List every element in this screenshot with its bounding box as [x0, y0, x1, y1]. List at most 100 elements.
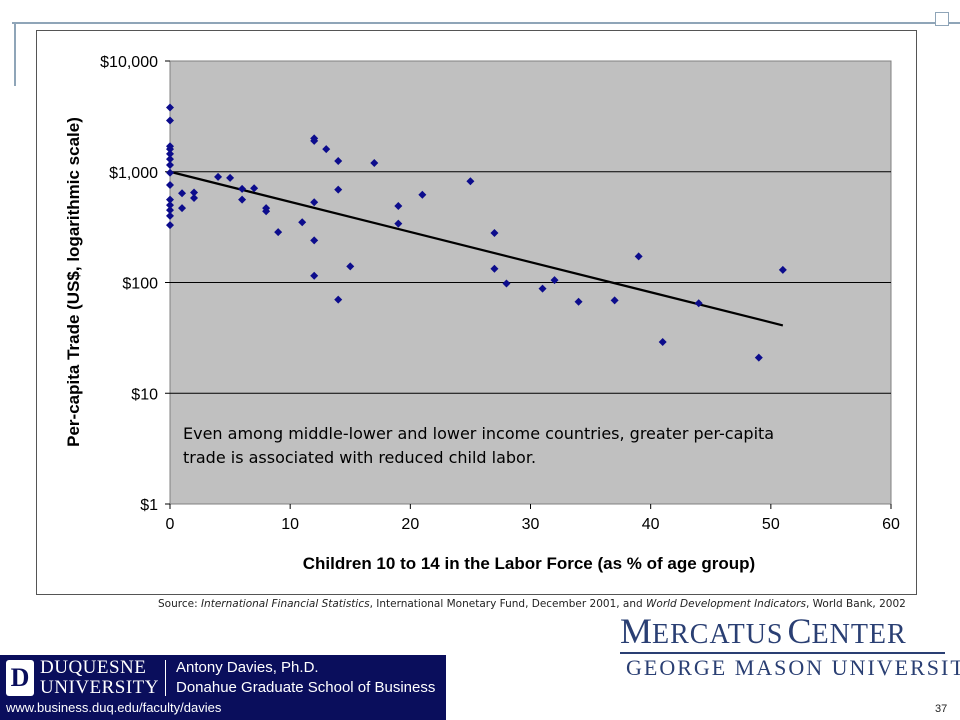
data-point: [250, 184, 259, 193]
data-point: [310, 236, 319, 245]
data-point: [778, 265, 787, 274]
source-citation: Source: International Financial Statisti…: [158, 598, 906, 610]
data-point: [754, 353, 763, 362]
data-point: [190, 188, 199, 197]
data-point: [322, 145, 331, 154]
data-point: [166, 180, 174, 189]
mercatus-center-logo: MERCATUS CENTER: [620, 610, 907, 652]
duquesne-name: DUQUESNE UNIVERSITY: [40, 658, 159, 698]
data-point: [166, 145, 174, 154]
source-wdi-rest: , World Bank, 2002: [805, 598, 906, 610]
data-point: [166, 103, 174, 112]
data-point: [310, 198, 319, 207]
data-point: [394, 219, 403, 228]
duquesne-divider: [165, 660, 166, 696]
data-point: [166, 221, 174, 230]
data-point: [418, 190, 427, 199]
mercatus-m: M: [620, 611, 653, 651]
mercatus-enter: ENTER: [811, 619, 907, 650]
y-tick-label: $100: [122, 276, 158, 293]
mercatus-divider: [620, 652, 945, 654]
data-point: [166, 161, 174, 170]
source-ifs-rest: , International Monetary Fund, December …: [369, 598, 647, 610]
mercatus-subtitle: GEORGE MASON UNIVERSITY: [626, 655, 960, 680]
chart-frame: $1 $10 $100 $1,000 $10,000 0 10 20 30 40 50 60 Chi…: [36, 30, 917, 595]
data-point: [538, 284, 547, 293]
data-point: [634, 252, 643, 261]
data-point: [166, 149, 174, 158]
faculty-url: www.business.duq.edu/faculty/davies: [6, 700, 222, 715]
data-point: [334, 295, 343, 304]
data-point: [490, 264, 499, 273]
decorative-corner-square: [935, 12, 949, 26]
duquesne-name-line-1: DUQUESNE: [40, 657, 147, 678]
annotation-line-1: Even among middle-lower and lower income…: [183, 424, 774, 443]
chart-annotation: Even among middle-lower and lower income…: [183, 424, 779, 467]
source-prefix: Source:: [158, 598, 201, 610]
x-axis-ticks: 0 10 20 30 40 50 60: [166, 504, 900, 533]
data-point: [178, 204, 187, 213]
x-tick-label: 20: [401, 516, 419, 533]
data-point: [166, 206, 174, 215]
data-point: [166, 201, 174, 210]
presenter-name: Antony Davies, Ph.D.: [176, 659, 319, 676]
data-point: [574, 297, 583, 306]
duquesne-logo-letter: D: [10, 663, 30, 692]
presenter-info: Antony Davies, Ph.D. Donahue Graduate Sc…: [176, 658, 435, 698]
y-axis-ticks: $1 $10 $100 $1,000 $10,000: [100, 54, 170, 514]
presenter-school: Donahue Graduate School of Business: [176, 679, 436, 696]
mercatus-ercatus: ERCATUS: [652, 619, 784, 650]
data-point: [178, 189, 187, 198]
data-point: [502, 279, 511, 288]
data-point: [334, 185, 343, 194]
source-wdi-title: World Development Indicators: [646, 598, 806, 610]
data-point: [658, 338, 667, 347]
data-point: [214, 172, 223, 181]
source-ifs-title: International Financial Statistics: [200, 598, 370, 610]
data-point: [166, 168, 174, 177]
y-tick-label: $10,000: [100, 54, 158, 71]
duquesne-logo-icon: D: [6, 660, 34, 696]
data-point: [238, 195, 247, 204]
x-tick-label: 10: [281, 516, 299, 533]
y-tick-label: $1: [140, 497, 158, 514]
x-tick-label: 40: [642, 516, 660, 533]
x-tick-label: 50: [762, 516, 780, 533]
page-number: 37: [935, 703, 948, 715]
data-point: [166, 211, 174, 220]
data-point: [346, 262, 355, 271]
data-point: [490, 228, 499, 237]
trendline-group: [169, 170, 784, 327]
y-axis-label: Per-capita Trade (US$, logarithmic scale…: [64, 117, 83, 447]
duquesne-banner: [0, 655, 446, 720]
data-point: [550, 276, 559, 285]
data-point: [610, 296, 619, 305]
data-point: [166, 195, 174, 204]
mercatus-c: C: [787, 611, 812, 651]
data-point: [310, 271, 319, 280]
data-point: [394, 202, 403, 211]
data-point: [298, 218, 307, 227]
data-point: [166, 155, 174, 164]
data-point: [226, 173, 235, 182]
scatter-chart: $1 $10 $100 $1,000 $10,000 0 10 20 30 40 50 60 Chi…: [64, 54, 900, 573]
annotation-line-2: trade is associated with reduced child l…: [183, 448, 536, 467]
trendline: [169, 170, 784, 327]
x-tick-label: 0: [166, 516, 175, 533]
data-points: [166, 103, 787, 362]
data-point: [334, 157, 343, 166]
data-point: [190, 193, 199, 202]
x-axis-label: Children 10 to 14 in the Labor Force (as…: [303, 554, 755, 573]
data-point: [238, 184, 247, 193]
gridlines: [170, 171, 891, 394]
data-point: [466, 177, 475, 186]
y-tick-label: $10: [131, 386, 158, 403]
x-tick-label: 30: [522, 516, 540, 533]
y-tick-label: $1,000: [109, 165, 158, 182]
data-point: [166, 116, 174, 125]
decorative-left-line: [14, 22, 16, 86]
data-point: [262, 207, 271, 216]
x-tick-label: 60: [882, 516, 900, 533]
data-point: [310, 136, 319, 145]
data-point: [694, 299, 703, 308]
